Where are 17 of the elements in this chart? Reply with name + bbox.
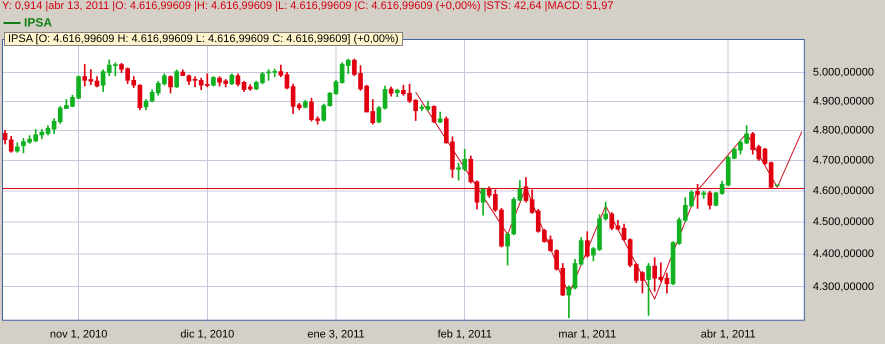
y-tick-label: 5.000,00000 xyxy=(812,66,874,79)
x-tick-label: feb 1, 2011 xyxy=(438,328,492,340)
annotation: IPSA [O: 4.616,99609 H: 4.616,99609 L: 4.616,99609 C: 4.616,99609] (+0,00%) xyxy=(4,32,402,46)
y-tick-label: 4.700,00000 xyxy=(812,154,874,167)
y-tick-label: 4.500,00000 xyxy=(812,216,874,228)
text: IPSA xyxy=(24,15,52,30)
x-tick-label: ene 3, 2011 xyxy=(307,328,365,340)
y-tick-label: 4.300,00000 xyxy=(812,280,874,293)
x-tick-label: abr 1, 2011 xyxy=(700,328,756,340)
text: Y: 0,914 |abr 13, 2011 |O: 4.616,99609 |H: 4.616,99609 |L: 4.616,99609 |C: 4.616,99609 (+0,00%) |STS: 42,64 |MACD: 51,97 xyxy=(2,0,614,12)
y-tick-label: 4.800,00000 xyxy=(812,124,874,137)
x-tick-label: mar 1, 2011 xyxy=(558,328,616,340)
y-tick-label: 4.400,00000 xyxy=(812,248,874,260)
x-tick-label: dic 1, 2010 xyxy=(180,328,234,340)
x-tick-label: nov 1, 2010 xyxy=(50,328,108,340)
y-tick-label: 4.600,00000 xyxy=(812,185,874,198)
y-tick-label: 4.900,00000 xyxy=(812,95,874,108)
